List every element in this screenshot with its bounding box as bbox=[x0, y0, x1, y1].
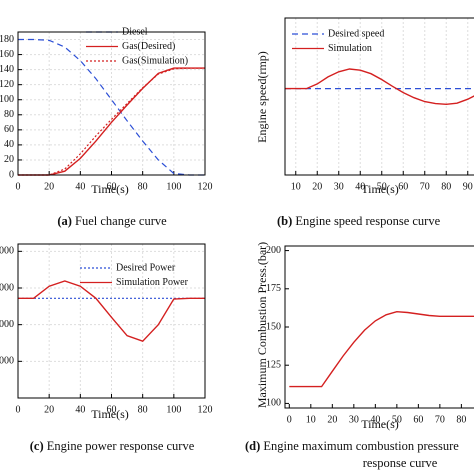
x-tick-label: 10 bbox=[306, 414, 316, 425]
line-series bbox=[18, 280, 205, 343]
y-tick-label: 175 bbox=[266, 283, 281, 294]
x-tick-label: 30 bbox=[334, 181, 344, 192]
y-tick-label: 4000 bbox=[0, 246, 14, 257]
legend-label: Gas(Desired) bbox=[122, 41, 175, 52]
x-tick-label: 80 bbox=[138, 404, 148, 415]
plot-frame bbox=[284, 245, 474, 409]
plot-frame bbox=[17, 243, 206, 399]
x-tick-label: 90 bbox=[463, 181, 473, 192]
x-tick-label: 0 bbox=[16, 404, 21, 415]
legend-label: Simulation Power bbox=[116, 277, 189, 288]
y-tick-label: 100 bbox=[266, 398, 281, 409]
y-axis-label: Maximum Combustion Press.(bar) bbox=[255, 242, 269, 408]
caption-label: (c) bbox=[30, 439, 44, 453]
line-series bbox=[18, 67, 205, 176]
y-tick-label: 60 bbox=[4, 124, 14, 135]
x-axis-label: Time(s) bbox=[91, 407, 129, 421]
caption-label: (d) bbox=[245, 439, 260, 453]
y-tick-label: 150 bbox=[266, 321, 281, 332]
x-tick-label: 10 bbox=[291, 181, 301, 192]
x-axis-label: Time(s) bbox=[361, 182, 399, 196]
legend-label: Desired speed bbox=[328, 28, 384, 39]
y-tick-label: 180 bbox=[0, 34, 14, 45]
y-tick-label: 20 bbox=[4, 154, 14, 165]
x-tick-label: 70 bbox=[420, 181, 430, 192]
caption-text: response curve bbox=[363, 456, 438, 470]
caption-label: (a) bbox=[57, 214, 72, 228]
caption: (b) Engine speed response curve bbox=[277, 214, 441, 228]
x-tick-label: 50 bbox=[392, 414, 402, 425]
caption-text: Engine speed response curve bbox=[295, 214, 440, 228]
y-tick-label: 0 bbox=[9, 169, 14, 180]
x-tick-label: 120 bbox=[198, 181, 213, 192]
x-tick-label: 80 bbox=[138, 181, 148, 192]
y-tick-label: 100 bbox=[0, 94, 14, 105]
y-tick-label: 200 bbox=[266, 245, 281, 256]
x-tick-label: 30 bbox=[349, 414, 359, 425]
x-axis-label: Time(s) bbox=[91, 182, 129, 196]
x-tick-label: 100 bbox=[166, 181, 181, 192]
y-tick-label: 140 bbox=[0, 64, 14, 75]
legend-label: Desired Power bbox=[116, 262, 176, 273]
x-tick-label: 40 bbox=[75, 404, 85, 415]
x-tick-label: 40 bbox=[75, 181, 85, 192]
legend-label: Simulation bbox=[328, 43, 372, 54]
y-tick-label: 125 bbox=[266, 360, 281, 371]
x-tick-label: 60 bbox=[398, 181, 408, 192]
caption: response curve bbox=[363, 456, 438, 470]
x-tick-label: 80 bbox=[441, 181, 451, 192]
caption: (a) Fuel change curve bbox=[57, 214, 167, 228]
caption-text: Engine maximum combustion pressure bbox=[263, 439, 459, 453]
y-tick-label: 3000 bbox=[0, 282, 14, 293]
x-tick-label: 50 bbox=[377, 181, 387, 192]
y-tick-label: 1000 bbox=[0, 356, 14, 367]
x-tick-label: 20 bbox=[44, 404, 54, 415]
x-tick-label: 70 bbox=[435, 414, 445, 425]
legend-label: Gas(Simulation) bbox=[122, 55, 188, 66]
caption-label: (b) bbox=[277, 214, 292, 228]
y-axis-label: Engine speed(rmp) bbox=[255, 51, 269, 143]
x-tick-label: 40 bbox=[355, 181, 365, 192]
x-tick-label: 60 bbox=[107, 404, 117, 415]
plot-frame bbox=[17, 31, 206, 176]
caption-text: Engine power response curve bbox=[47, 439, 195, 453]
y-tick-label: 80 bbox=[4, 109, 14, 120]
x-tick-label: 0 bbox=[16, 181, 21, 192]
x-tick-label: 100 bbox=[166, 404, 181, 415]
line-series bbox=[285, 68, 474, 106]
y-tick-label: 120 bbox=[0, 79, 14, 90]
y-tick-label: 40 bbox=[4, 139, 14, 150]
caption: (d) Engine maximum combustion pressure bbox=[245, 439, 459, 453]
plot-frame bbox=[284, 17, 474, 176]
x-tick-label: 80 bbox=[456, 414, 466, 425]
x-axis-label: Time(s) bbox=[361, 417, 399, 431]
x-tick-label: 20 bbox=[44, 181, 54, 192]
x-tick-label: 120 bbox=[198, 404, 213, 415]
x-tick-label: 40 bbox=[370, 414, 380, 425]
line-series bbox=[289, 310, 474, 388]
y-tick-label: 160 bbox=[0, 49, 14, 60]
x-tick-label: 20 bbox=[312, 181, 322, 192]
x-tick-label: 60 bbox=[413, 414, 423, 425]
x-tick-label: 20 bbox=[327, 414, 337, 425]
x-tick-label: 60 bbox=[107, 181, 117, 192]
x-tick-label: 0 bbox=[287, 414, 292, 425]
line-series bbox=[18, 38, 205, 176]
caption-text: Fuel change curve bbox=[75, 214, 167, 228]
caption: (c) Engine power response curve bbox=[30, 439, 195, 453]
